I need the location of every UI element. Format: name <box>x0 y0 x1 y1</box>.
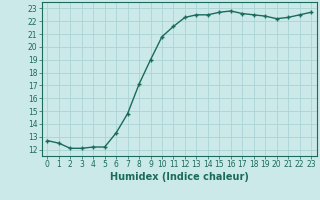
X-axis label: Humidex (Indice chaleur): Humidex (Indice chaleur) <box>110 172 249 182</box>
